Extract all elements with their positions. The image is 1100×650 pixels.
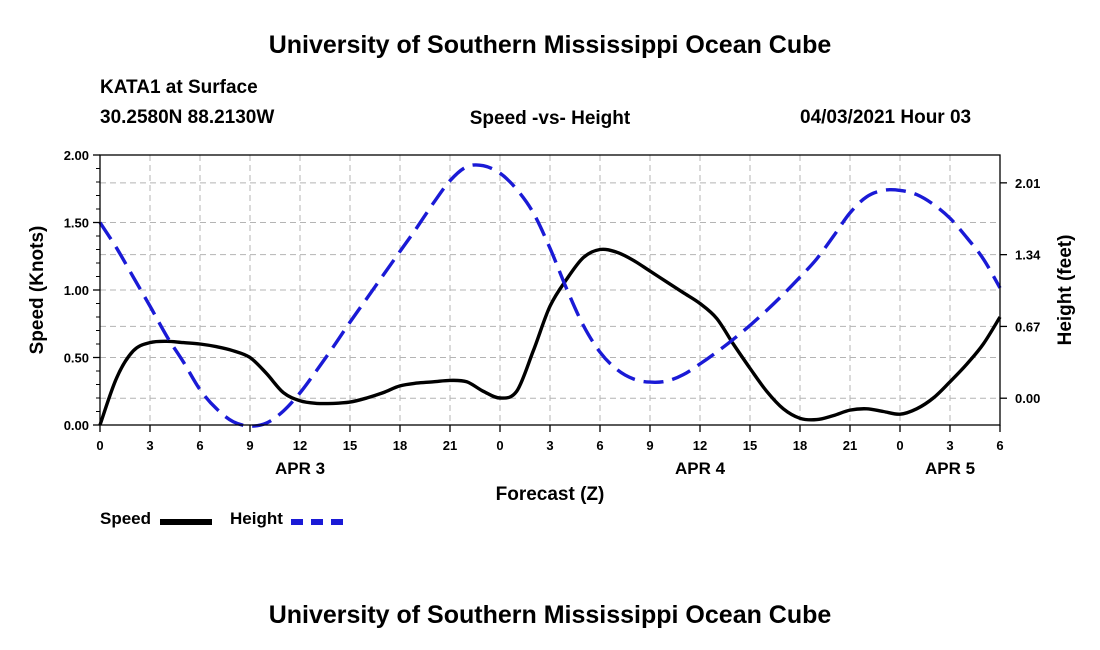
x-tick-label: 6 [196,438,203,453]
x-tick-label: 18 [393,438,407,453]
chart-title: Speed -vs- Height [470,108,631,129]
axes: 0 3 6 9 12 15 18 21 0 3 6 9 12 15 18 21 0 3 6 0.00 0.50 1.00 1… [64,148,1041,478]
y-axis-title-right: Height (feet) [1055,235,1076,346]
x-tick-label: 18 [793,438,807,453]
y-tick-label-left: 1.50 [64,216,89,231]
x-tick-label: 21 [443,438,457,453]
legend-speed-label: Speed [100,509,152,528]
legend-height-label: Height [230,509,283,528]
y-tick-label-right: 0.67 [1015,319,1040,334]
chart-header-title: University of Southern Mississippi Ocean… [268,31,832,59]
series-group [98,163,1002,428]
x-tick-label: 15 [743,438,757,453]
y-tick-label-left: 0.50 [64,351,89,366]
x-tick-label: 0 [96,438,103,453]
y-tick-label-left: 1.00 [64,283,89,298]
x-tick-label: 0 [496,438,503,453]
y-tick-label-right: 0.00 [1015,391,1040,406]
date-label: APR 5 [925,459,975,478]
y-axis-title-left: Speed (Knots) [27,226,48,355]
x-tick-label: 9 [646,438,653,453]
y-tick-label-right: 2.01 [1015,176,1040,191]
x-tick-label: 3 [546,438,553,453]
date-label: APR 3 [275,459,325,478]
y-tick-label-right: 1.34 [1015,248,1041,263]
x-tick-label: 21 [843,438,857,453]
date-label: APR 4 [675,459,726,478]
x-tick-label: 6 [996,438,1003,453]
y-tick-label-left: 2.00 [64,148,89,163]
y-tick-label-left: 0.00 [64,418,89,433]
chart-grid [100,155,1000,425]
station-label: KATA1 at Surface [100,77,258,98]
legend-speed-swatch [160,519,212,525]
x-tick-label: 15 [343,438,357,453]
x-tick-label: 3 [946,438,953,453]
legend-height-swatch [291,519,343,525]
station-coordinates: 30.2580N 88.2130W [100,107,275,128]
x-tick-label: 6 [596,438,603,453]
x-tick-label: 3 [146,438,153,453]
x-tick-label: 9 [246,438,253,453]
x-tick-label: 0 [896,438,903,453]
series-line-speed [98,247,1002,426]
x-axis-title: Forecast (Z) [496,484,605,505]
forecast-date-hour: 04/03/2021 Hour 03 [800,107,972,128]
series-line-height [98,163,1002,428]
footer-title: University of Southern Mississippi Ocean… [268,601,832,629]
x-tick-label: 12 [293,438,307,453]
x-tick-label: 12 [693,438,707,453]
